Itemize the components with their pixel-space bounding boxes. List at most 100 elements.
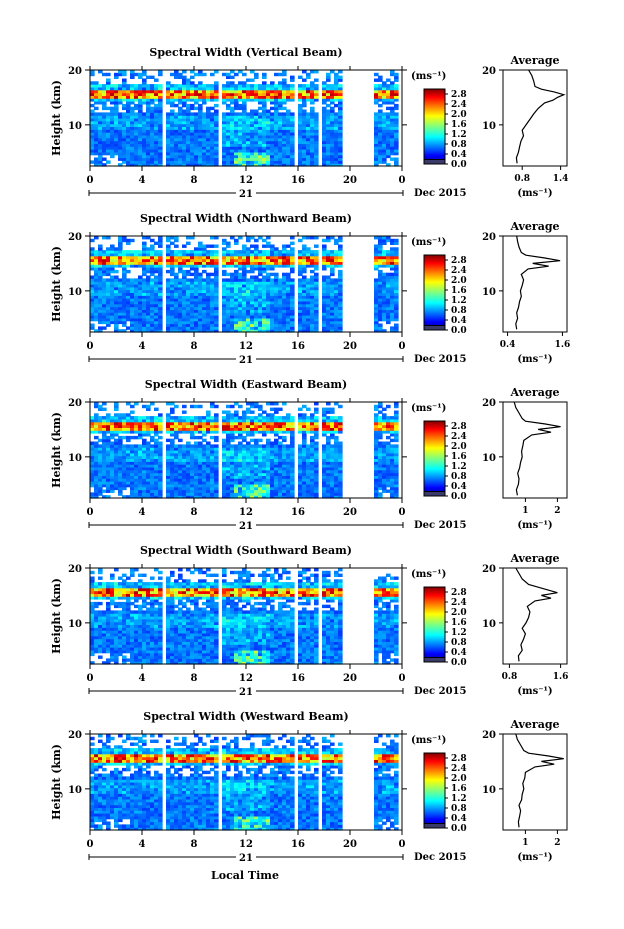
heatmap-cell <box>322 247 327 251</box>
heatmap-cell <box>146 95 151 99</box>
heatmap-cell <box>122 430 127 434</box>
heatmap-cell <box>190 258 195 262</box>
heatmap-cell <box>322 300 327 305</box>
heatmap-cell <box>98 250 103 254</box>
heatmap-cell <box>138 306 143 310</box>
heatmap-cell <box>154 275 159 279</box>
heatmap-cell <box>214 489 219 493</box>
heatmap-cell <box>114 146 119 150</box>
heatmap-cell <box>198 163 203 167</box>
heatmap-cell <box>146 317 151 322</box>
heatmap-cell <box>90 289 95 293</box>
heatmap-cell <box>330 306 335 310</box>
heatmap-cell <box>326 252 331 257</box>
heatmap-cell <box>198 447 203 451</box>
heatmap-cell <box>286 284 291 288</box>
heatmap-cell <box>210 466 215 471</box>
heatmap-cell <box>90 281 95 285</box>
heatmap-cell <box>190 126 195 130</box>
heatmap-cell <box>94 86 99 91</box>
heatmap-cell <box>246 410 251 414</box>
heatmap-cell <box>234 278 239 282</box>
heatmap-cell <box>130 298 135 302</box>
heatmap-cell <box>386 101 391 105</box>
heatmap-cell <box>186 450 191 454</box>
heatmap-cell <box>158 323 163 327</box>
heatmap-cell <box>210 92 215 96</box>
heatmap-cell <box>170 143 175 147</box>
heatmap-cell <box>134 258 139 262</box>
heatmap-cell <box>90 312 95 316</box>
heatmap-cell <box>146 315 151 319</box>
heatmap-cell <box>154 98 159 102</box>
heatmap-cell <box>234 402 239 406</box>
heatmap-cell <box>126 452 131 457</box>
heatmap-cell <box>230 303 235 308</box>
heatmap-cell <box>154 295 159 299</box>
colorbar-tick-label: 0.8 <box>451 140 467 150</box>
heatmap-cell <box>374 115 379 119</box>
heatmap-cell <box>266 323 271 327</box>
heatmap-cell <box>298 267 303 271</box>
heatmap-cell <box>174 75 179 79</box>
heatmap-cell <box>234 269 239 274</box>
heatmap-cell <box>158 489 163 493</box>
heatmap-cell <box>118 464 123 468</box>
heatmap-cell <box>94 151 99 156</box>
heatmap-cell <box>234 489 239 493</box>
heatmap-cell <box>390 289 395 293</box>
heatmap-cell <box>290 89 295 94</box>
heatmap-cell <box>246 444 251 448</box>
heatmap-cell <box>322 115 327 119</box>
heatmap-cell <box>178 115 183 119</box>
heatmap-cell <box>278 298 283 302</box>
heatmap-cell <box>98 404 103 409</box>
heatmap-cell <box>182 143 187 147</box>
heatmap-cell <box>106 427 111 431</box>
heatmap-cell <box>114 447 119 451</box>
heatmap-cell <box>222 112 227 116</box>
heatmap-cell <box>130 447 135 451</box>
heatmap-cell <box>186 154 191 159</box>
heatmap-cell <box>142 261 147 265</box>
heatmap-cell <box>106 250 111 254</box>
heatmap-cell <box>290 84 295 88</box>
heatmap-cell <box>314 149 319 153</box>
heatmap-cell <box>278 320 283 325</box>
heatmap-cell <box>170 466 175 471</box>
heatmap-cell <box>338 326 343 330</box>
heatmap-cell <box>322 275 327 279</box>
heatmap-cell <box>302 323 307 327</box>
heatmap-cell <box>378 284 383 288</box>
heatmap-cell <box>206 315 211 319</box>
heatmap-cell <box>278 261 283 265</box>
average-profile-line <box>515 235 561 330</box>
heatmap-cell <box>206 466 211 471</box>
heatmap-cell <box>254 261 259 265</box>
heatmap-cell <box>230 317 235 322</box>
heatmap-cell <box>190 430 195 434</box>
heatmap-cell <box>154 317 159 322</box>
heatmap-cell <box>274 264 279 268</box>
heatmap-cell <box>182 278 187 282</box>
heatmap-cell <box>278 146 283 150</box>
heatmap-cell <box>374 123 379 127</box>
heatmap-cell <box>314 289 319 293</box>
heatmap-cell <box>222 312 227 316</box>
heatmap-cell <box>114 461 119 465</box>
heatmap-cell <box>106 416 111 420</box>
heatmap-cell <box>194 492 199 496</box>
heatmap-cell <box>390 329 395 333</box>
heatmap-cell <box>230 469 235 474</box>
heatmap-cell <box>110 120 115 125</box>
heatmap-cell <box>118 101 123 105</box>
heatmap-cell <box>154 416 159 420</box>
heatmap-cell <box>334 89 339 94</box>
heatmap-cell <box>278 284 283 288</box>
heatmap-cell <box>314 78 319 82</box>
heatmap-cell <box>394 151 399 156</box>
heatmap-cell <box>190 326 195 330</box>
heatmap-cell <box>326 312 331 316</box>
heatmap-cell <box>298 106 303 111</box>
heatmap-cell <box>234 101 239 105</box>
